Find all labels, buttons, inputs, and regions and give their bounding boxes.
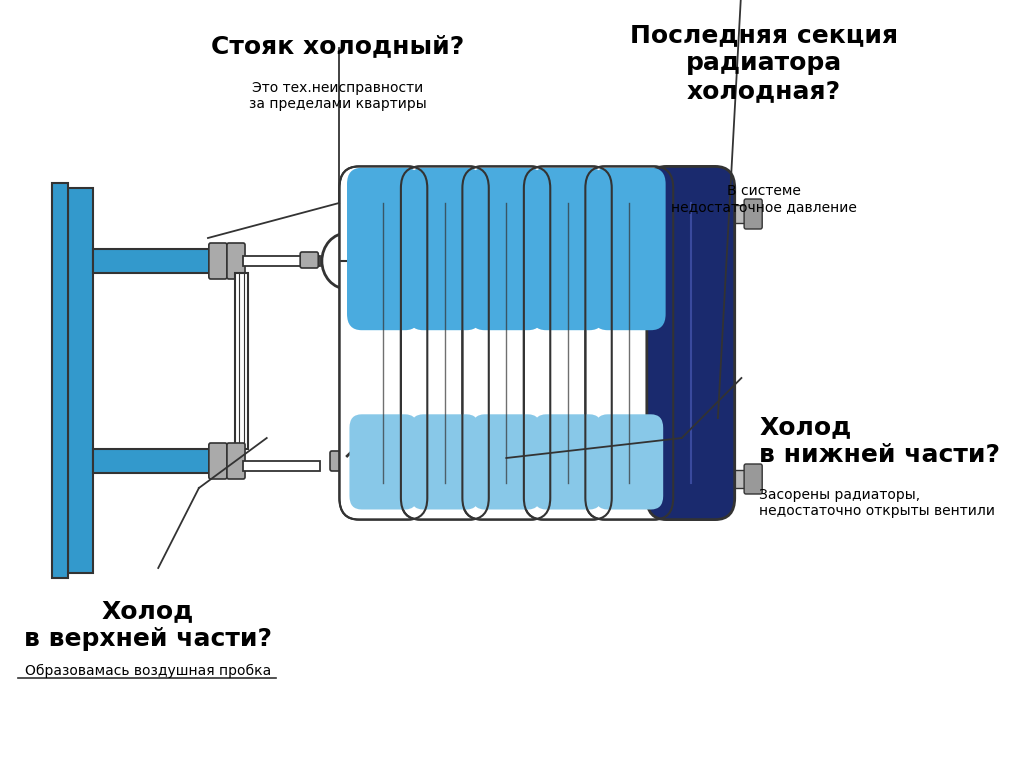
Bar — [244, 461, 321, 471]
FancyBboxPatch shape — [472, 414, 541, 509]
Bar — [68, 188, 93, 573]
FancyBboxPatch shape — [411, 414, 479, 509]
FancyBboxPatch shape — [349, 414, 417, 509]
Text: Холод
в верхней части?: Холод в верхней части? — [25, 599, 272, 650]
FancyBboxPatch shape — [300, 252, 318, 268]
Text: Холод
в нижней части?: Холод в нижней части? — [759, 415, 1000, 466]
FancyBboxPatch shape — [385, 252, 403, 270]
FancyBboxPatch shape — [401, 167, 488, 520]
FancyBboxPatch shape — [647, 167, 734, 520]
FancyBboxPatch shape — [744, 199, 762, 229]
Bar — [239, 273, 244, 449]
FancyBboxPatch shape — [463, 167, 550, 520]
FancyBboxPatch shape — [524, 167, 611, 520]
Bar — [236, 273, 248, 449]
Text: В системе
недостаточное давление: В системе недостаточное давление — [671, 184, 857, 214]
FancyBboxPatch shape — [744, 464, 762, 494]
FancyBboxPatch shape — [593, 167, 666, 330]
Text: Это тех.неисправности
за пределами квартиры: Это тех.неисправности за пределами кварт… — [249, 81, 427, 111]
FancyBboxPatch shape — [347, 167, 420, 330]
Bar — [348, 470, 726, 488]
Bar — [350, 461, 386, 471]
FancyBboxPatch shape — [227, 243, 245, 279]
Bar — [726, 205, 754, 223]
Text: Последняя секция
радиатора
холодная?: Последняя секция радиатора холодная? — [630, 23, 898, 103]
FancyBboxPatch shape — [339, 167, 427, 520]
FancyBboxPatch shape — [227, 443, 245, 479]
FancyBboxPatch shape — [595, 414, 664, 509]
FancyBboxPatch shape — [209, 443, 227, 479]
FancyBboxPatch shape — [409, 167, 481, 330]
Bar — [373, 256, 409, 266]
Text: Засорены радиаторы,
недостаточно открыты вентили: Засорены радиаторы, недостаточно открыты… — [759, 488, 995, 518]
Text: Стояк холодный?: Стояк холодный? — [211, 35, 465, 58]
Bar — [51, 183, 68, 578]
Bar — [93, 449, 224, 473]
Circle shape — [322, 233, 373, 289]
FancyBboxPatch shape — [531, 167, 604, 330]
Bar — [93, 249, 224, 273]
FancyBboxPatch shape — [330, 451, 350, 471]
Bar — [348, 205, 726, 223]
FancyBboxPatch shape — [534, 414, 602, 509]
Bar — [726, 470, 754, 488]
FancyBboxPatch shape — [470, 167, 543, 330]
FancyBboxPatch shape — [586, 167, 673, 520]
Bar — [244, 256, 321, 266]
Text: Образовамась воздушная пробка: Образовамась воздушная пробка — [25, 664, 271, 678]
FancyBboxPatch shape — [209, 243, 227, 279]
FancyBboxPatch shape — [357, 443, 375, 479]
